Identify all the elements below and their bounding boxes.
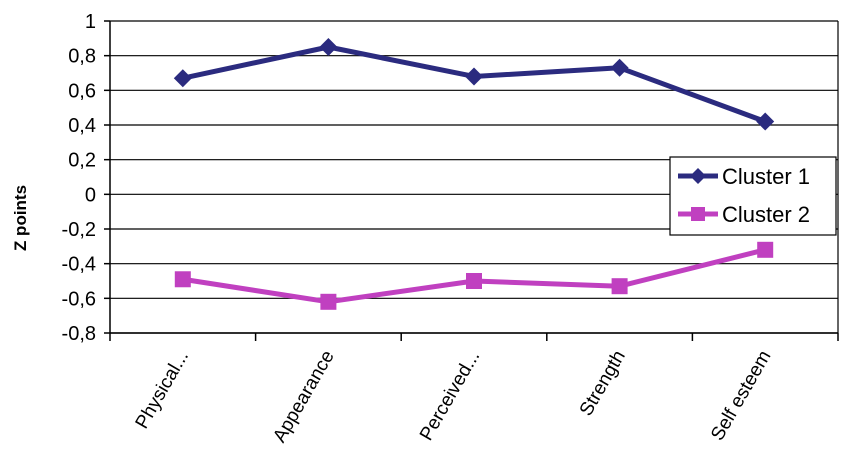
data-point [466,273,482,289]
x-tick-labels: Physical... Appearance Perceived... Strengt… [132,347,776,446]
y-tick-label: -0,2 [62,219,96,241]
y-tick-label: -0,6 [62,288,96,310]
data-point [756,112,775,131]
data-point [465,67,483,86]
data-point [610,58,629,77]
y-tick-label: 0,6 [68,80,96,102]
series-group [173,38,775,310]
series-1 [173,38,775,131]
data-point [611,278,628,295]
x-tick-label: Physical... [132,347,193,432]
y-tick-label: 0,4 [68,115,96,137]
legend-label: Cluster 1 [722,164,810,189]
y-tick-label: 0,8 [68,46,96,68]
legend-label: Cluster 2 [722,202,810,227]
x-tick-label: Appearance [269,347,338,446]
data-point [757,241,774,258]
y-tick-label: 0 [85,184,96,206]
data-point [174,271,191,288]
y-tick-labels: 1 0,8 0,6 0,4 0,2 0 -0,2 -0,4 -0,6 -0,8 [62,11,96,345]
legend-marker [690,168,706,184]
y-tick-label: -0,4 [62,254,96,276]
x-tick-label: Perceived... [416,347,484,444]
y-tick-label: 0,2 [68,150,96,172]
legend-item: Cluster 2 [678,202,810,227]
data-point [319,38,338,56]
y-tick-label: 1 [85,11,96,33]
x-tick-label: Self esteem [707,347,775,444]
y-tick-label: -0,8 [62,323,96,345]
y-axis-label: Z points [11,185,30,251]
data-point [320,293,337,310]
axes [104,20,839,341]
legend-marker [691,207,705,221]
x-tick-label: Strength [576,347,630,420]
series-2 [174,241,774,310]
legend-item: Cluster 1 [678,164,810,189]
data-point [173,69,192,88]
legend: Cluster 1 Cluster 2 [669,156,837,236]
